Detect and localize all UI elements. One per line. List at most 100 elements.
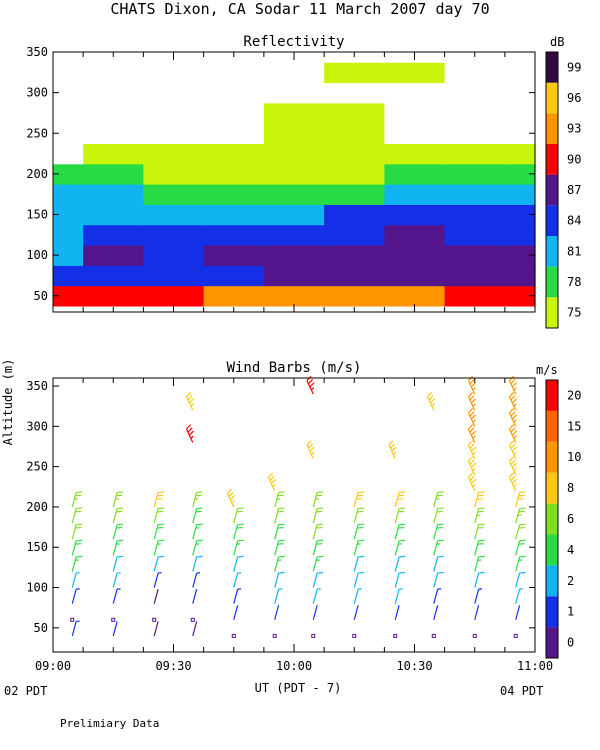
wind-calm-marker	[190, 617, 195, 622]
wind-barb-feather	[76, 539, 83, 542]
wind-barb-staff	[153, 508, 159, 524]
wind-barb-staff	[433, 492, 439, 508]
reflectivity-cell	[203, 123, 265, 145]
wind-barb-staff	[185, 396, 194, 411]
wind-barb-staff	[474, 540, 480, 556]
wind-barb-feather	[116, 510, 123, 513]
wind-barb-feather	[519, 523, 526, 526]
wind-barb-feather	[510, 475, 516, 481]
wind-barb-feather	[358, 491, 365, 494]
wind-barb-half-feather	[231, 499, 235, 504]
wind-barb-staff	[312, 524, 318, 540]
wind-barb-staff	[474, 589, 480, 604]
wind-barb-feather	[187, 427, 193, 433]
wind-barb-staff	[353, 605, 359, 620]
wind-barb	[508, 440, 518, 459]
wind-barb	[71, 588, 80, 604]
wind-ytick-label: 250	[26, 460, 48, 474]
wind-barb	[353, 507, 365, 524]
reflectivity-cell	[444, 102, 506, 124]
wind-barb-staff	[112, 621, 118, 637]
reflectivity-cell	[444, 143, 506, 165]
wind-barb-feather	[76, 491, 83, 494]
wind-barb-half-feather	[472, 387, 476, 391]
wind-barb-staff	[306, 444, 314, 459]
wind-barb-feather	[229, 495, 236, 501]
wind-barb-staff	[467, 444, 476, 459]
wind-barb	[233, 572, 242, 588]
wind-barb-feather	[75, 510, 82, 513]
wind-ytick-label: 200	[26, 500, 48, 514]
wind-barb-staff	[233, 524, 239, 540]
wind-barb-feather	[116, 526, 123, 529]
reflectivity-cell	[83, 102, 144, 124]
wind-barb	[467, 408, 477, 427]
wind-barb-staff	[394, 572, 400, 588]
wind-barb-feather	[358, 555, 365, 558]
wind-barb-half-feather	[513, 387, 517, 391]
wind-colorbar-label: 8	[567, 481, 574, 495]
wind-barb-feather	[237, 507, 244, 510]
reflectivity-ytick-label: 250	[26, 126, 48, 140]
wind-barb-staff	[192, 572, 198, 588]
reflectivity-colorbar-label: 75	[567, 306, 581, 320]
wind-barb-feather	[277, 543, 284, 545]
wind-barb-half-feather	[472, 451, 476, 455]
wind-barb-feather	[157, 494, 164, 497]
reflectivity-cell	[504, 285, 536, 307]
wind-colorbar-swatch	[546, 596, 558, 628]
wind-barb-staff	[71, 556, 77, 572]
wind-barb-staff	[474, 556, 480, 572]
reflectivity-cell	[444, 123, 506, 145]
wind-barb-feather	[518, 526, 525, 529]
wind-barb	[192, 589, 198, 604]
reflectivity-cell	[143, 244, 205, 266]
wind-barb-staff	[394, 492, 400, 508]
wind-barb-feather	[117, 507, 124, 510]
wind-barb-staff	[153, 524, 159, 540]
wind-colorbar-label: 6	[567, 512, 574, 526]
wind-barb-staff	[508, 412, 517, 427]
wind-barb-staff	[71, 540, 77, 556]
wind-barb	[192, 507, 203, 524]
wind-barb-feather	[267, 472, 274, 478]
wind-barb-feather	[195, 510, 202, 513]
wind-barb-feather	[316, 526, 323, 529]
wind-barb	[394, 539, 406, 556]
wind-barb-staff	[112, 524, 118, 540]
wind-barb-staff	[274, 589, 280, 604]
reflectivity-cell	[263, 143, 325, 165]
wind-xtick-label: 09:30	[155, 659, 191, 673]
wind-barb-feather	[357, 526, 364, 529]
wind-barb	[312, 605, 318, 620]
wind-barb-staff	[467, 476, 476, 492]
wind-barb-half-feather	[472, 403, 476, 407]
wind-barb-staff	[312, 492, 318, 508]
wind-calm-marker	[111, 617, 116, 622]
wind-barb	[515, 539, 526, 556]
reflectivity-cell	[83, 52, 144, 63]
wind-barb-feather	[269, 475, 275, 481]
wind-barb-staff	[112, 492, 118, 508]
wind-barb-feather	[317, 491, 324, 494]
reflectivity-ytick-label: 150	[26, 208, 48, 222]
reflectivity-colorbar: 75 78 81 84 87 90 93 96 99	[545, 51, 581, 329]
reflectivity-cell	[504, 265, 536, 287]
reflectivity-cell	[263, 82, 325, 104]
wind-barb-staff	[353, 524, 359, 540]
reflectivity-cell	[384, 265, 446, 287]
wind-barb-staff	[467, 428, 476, 443]
wind-barb	[433, 555, 444, 572]
wind-barb-feather	[429, 398, 436, 404]
wind-barb-feather	[76, 507, 83, 510]
wind-barb	[467, 424, 477, 443]
wind-barb	[508, 456, 518, 475]
wind-barb-half-feather	[513, 467, 517, 472]
wind-barb-feather	[116, 494, 123, 497]
wind-barb	[353, 605, 359, 620]
wind-barb-staff	[353, 589, 359, 604]
wind-barb	[306, 375, 315, 395]
wind-colorbar: 0 1 2 4 6 8 10 15 20	[545, 379, 581, 659]
wind-barb-feather	[196, 539, 203, 542]
wind-barb-staff	[515, 508, 521, 524]
